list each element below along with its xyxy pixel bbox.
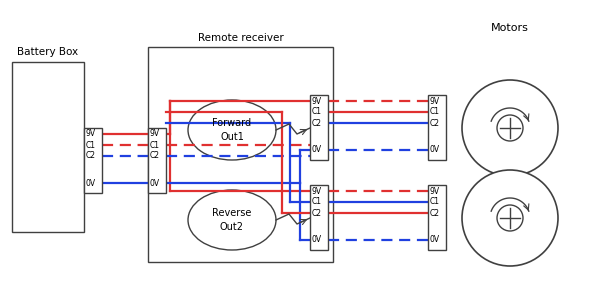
Bar (148, 47, 333, 262)
Text: 9V: 9V (312, 97, 322, 105)
Text: 9V: 9V (430, 97, 440, 105)
Text: C1: C1 (430, 198, 440, 206)
Text: C1: C1 (312, 108, 322, 116)
Text: C2: C2 (150, 151, 160, 160)
Text: Battery Box: Battery Box (17, 47, 79, 57)
Ellipse shape (188, 100, 276, 160)
Text: 0V: 0V (86, 178, 96, 187)
Text: C2: C2 (86, 151, 96, 160)
Bar (148, 128, 166, 193)
Bar (310, 95, 328, 160)
Text: 9V: 9V (86, 129, 96, 138)
Circle shape (462, 80, 558, 176)
Text: 0V: 0V (150, 178, 160, 187)
Ellipse shape (188, 190, 276, 250)
Bar (428, 95, 446, 160)
Text: 0V: 0V (430, 146, 440, 154)
Text: 9V: 9V (430, 187, 440, 195)
Bar (12, 62, 84, 232)
Bar (310, 185, 328, 250)
Text: C2: C2 (430, 119, 440, 127)
Circle shape (497, 115, 523, 141)
Text: 0V: 0V (430, 236, 440, 244)
Text: C2: C2 (312, 119, 322, 127)
Text: Reverse: Reverse (212, 208, 251, 218)
Circle shape (497, 205, 523, 231)
Text: Motors: Motors (491, 23, 529, 33)
Text: 9V: 9V (150, 129, 160, 138)
Text: 0V: 0V (312, 146, 322, 154)
Circle shape (462, 170, 558, 266)
Text: Remote receiver: Remote receiver (197, 33, 283, 43)
Text: C1: C1 (430, 108, 440, 116)
Text: Out1: Out1 (220, 132, 244, 142)
Bar (84, 128, 102, 193)
Bar (428, 185, 446, 250)
Text: C1: C1 (312, 198, 322, 206)
Text: Forward: Forward (212, 118, 251, 128)
Text: C2: C2 (430, 208, 440, 217)
Text: Out2: Out2 (220, 222, 244, 232)
Text: C1: C1 (150, 140, 160, 149)
Text: C1: C1 (86, 140, 96, 149)
Text: 0V: 0V (312, 236, 322, 244)
Text: 9V: 9V (312, 187, 322, 195)
Text: C2: C2 (312, 208, 322, 217)
